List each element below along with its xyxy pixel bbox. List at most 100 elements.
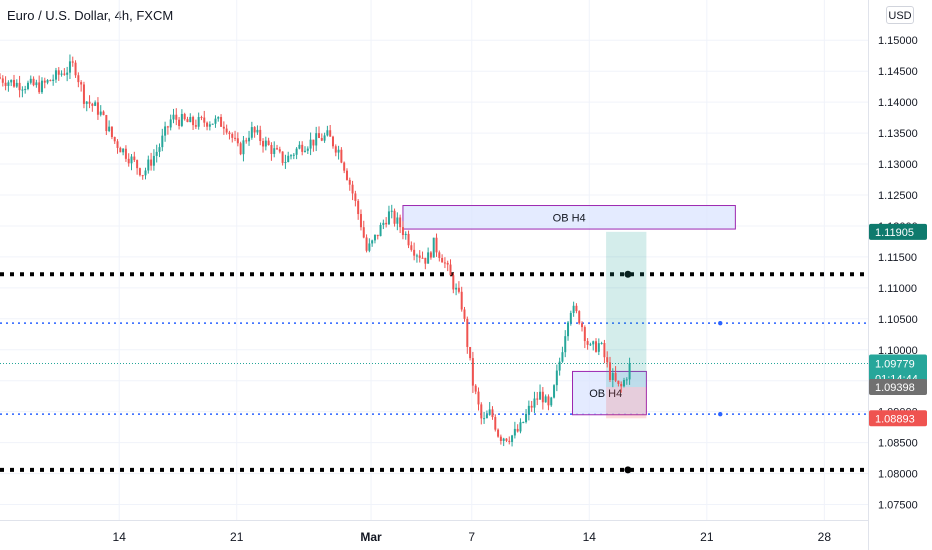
candle-body	[365, 237, 368, 251]
candle-body	[595, 341, 598, 352]
candle-body	[499, 436, 502, 441]
candle-body	[620, 383, 623, 387]
candle-body	[343, 162, 346, 171]
candle-body	[561, 352, 564, 362]
candle-body	[446, 262, 449, 265]
candle-body	[183, 114, 186, 120]
x-tick-label: 21	[700, 530, 714, 544]
candle-body	[404, 233, 407, 236]
candle-body	[295, 148, 298, 155]
y-tick-label: 1.10500	[878, 314, 918, 326]
candle-body	[141, 175, 144, 177]
candle-body	[130, 156, 133, 164]
candle-body	[66, 72, 69, 75]
candle-body	[331, 136, 334, 147]
currency-selector-button[interactable]: USD	[886, 6, 914, 24]
y-tick-label: 1.11000	[878, 283, 917, 295]
candle-body	[578, 311, 581, 324]
grid	[0, 0, 868, 520]
y-tick-label: 1.13500	[878, 128, 918, 140]
candle-body	[628, 363, 631, 380]
candle-body	[292, 154, 295, 156]
candle-body	[43, 80, 46, 83]
candle-body	[52, 79, 55, 81]
candle-body	[18, 82, 21, 91]
candle-body	[362, 227, 365, 238]
candle-body	[441, 257, 444, 263]
candle-body	[136, 160, 139, 169]
ob-zones: OB H4 OB H4	[402, 205, 736, 416]
candle-body	[469, 346, 472, 359]
profit-zone	[606, 231, 647, 388]
candle-body	[105, 115, 108, 132]
candle-body	[494, 417, 497, 430]
candle-body	[541, 391, 544, 403]
candle-body	[340, 149, 343, 163]
candle-body	[1, 78, 4, 83]
price-label-target: 1.11905	[875, 227, 914, 239]
candle-body	[71, 61, 74, 63]
level-handle	[718, 411, 723, 417]
candle-body	[217, 117, 220, 119]
candle-body	[12, 79, 15, 87]
candle-body	[96, 102, 99, 115]
candle-body	[485, 414, 488, 419]
price-label-entry: 1.09398	[875, 382, 915, 394]
level-handle	[718, 320, 723, 326]
candle-body	[354, 193, 357, 201]
price-label-last-bg	[869, 354, 927, 387]
candle-body	[49, 80, 52, 82]
candle-body	[547, 396, 550, 406]
candle-body	[376, 234, 379, 237]
candle-body	[133, 156, 136, 161]
candle-body	[262, 141, 265, 147]
candle-body	[471, 358, 474, 386]
candle-body	[287, 155, 290, 163]
candle-body	[119, 147, 122, 153]
ob-zone-box[interactable]	[402, 205, 736, 230]
candle-body	[435, 237, 438, 253]
candle-body	[40, 80, 43, 93]
candle-body	[264, 140, 267, 147]
candle-body	[407, 233, 410, 246]
candle-body	[26, 82, 29, 89]
candle-body	[35, 82, 38, 86]
price-label-stop: 1.08893	[875, 413, 915, 425]
candle-body	[418, 255, 421, 258]
candle-body	[452, 275, 455, 290]
candle-body	[38, 82, 41, 93]
candle-body	[147, 159, 150, 171]
candle-body	[225, 128, 228, 133]
candle-body	[7, 82, 10, 86]
candle-body	[527, 405, 530, 414]
candle-body	[390, 210, 393, 212]
candle-body	[553, 385, 556, 398]
candle-body	[572, 305, 575, 313]
candle-body	[231, 134, 234, 138]
candle-body	[250, 127, 253, 138]
candle-body	[368, 243, 371, 251]
y-tick-label: 1.11500	[878, 252, 917, 264]
candle-body	[536, 398, 539, 400]
candle-body	[488, 409, 491, 415]
y-tick-label: 1.14500	[878, 66, 918, 78]
candle-body	[622, 380, 625, 387]
candle-body	[611, 372, 614, 380]
level-handle	[624, 270, 632, 278]
candle-body	[77, 75, 80, 83]
candle-body	[211, 123, 214, 125]
candle-body	[74, 62, 77, 76]
candle-body	[192, 117, 195, 126]
candle-body	[99, 111, 102, 115]
candle-body	[228, 132, 231, 135]
y-tick-label: 1.10000	[878, 345, 918, 357]
candle-body	[357, 200, 360, 215]
candle-body	[124, 148, 127, 159]
candle-body	[200, 117, 203, 119]
candle-body	[222, 126, 225, 129]
candle-body	[194, 125, 197, 127]
candle-body	[373, 234, 376, 241]
candle-body	[152, 155, 155, 166]
